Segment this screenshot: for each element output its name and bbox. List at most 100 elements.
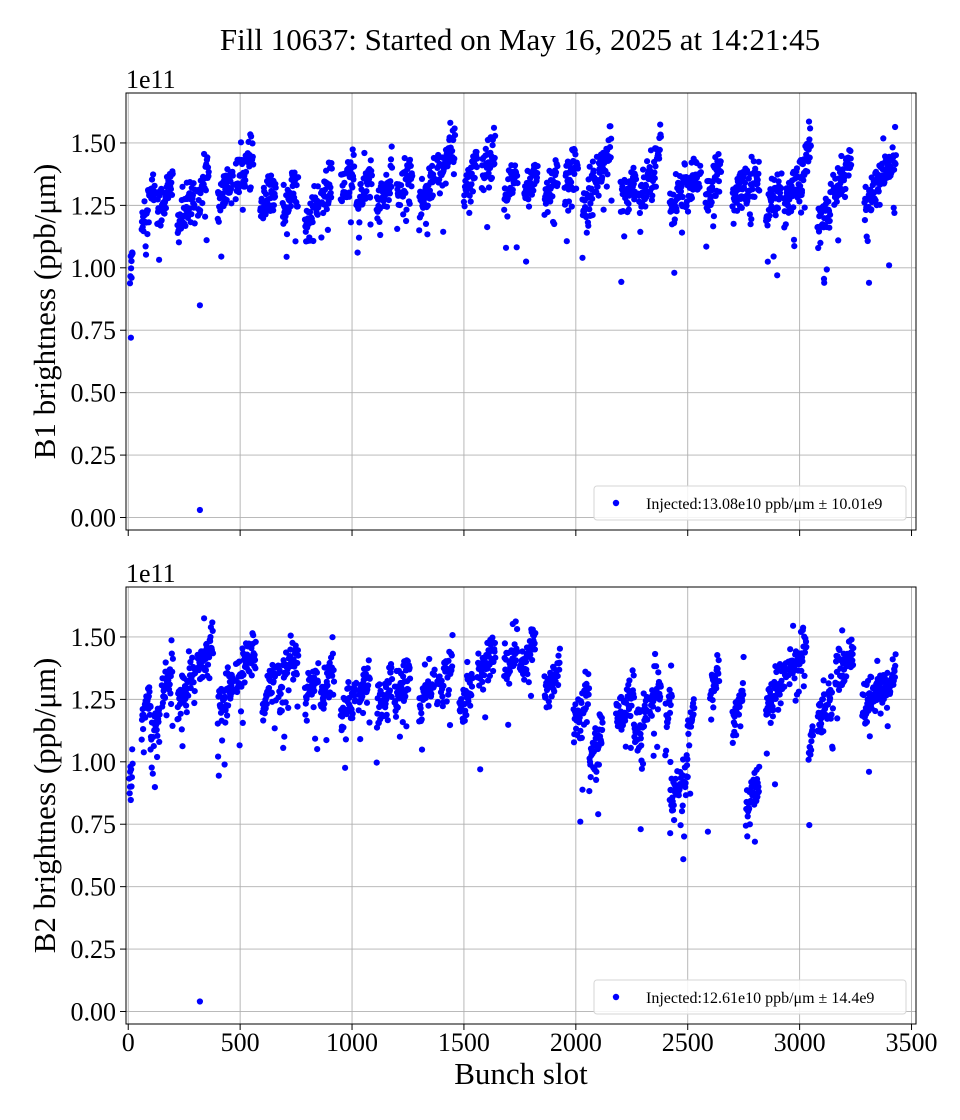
data-point [424, 231, 431, 238]
data-point [394, 704, 401, 711]
data-point [363, 188, 370, 195]
data-point [696, 184, 703, 191]
data-point [251, 656, 259, 664]
data-point [585, 691, 592, 698]
data-point [800, 683, 807, 690]
data-point [221, 693, 228, 701]
data-point [144, 207, 151, 214]
data-point [188, 211, 195, 218]
x-tick-label: 2500 [662, 1028, 714, 1057]
data-point [770, 253, 777, 260]
data-point [237, 139, 245, 146]
data-point [756, 763, 763, 770]
data-point [290, 676, 297, 683]
x-tick-label: 500 [221, 1028, 260, 1057]
data-point [586, 788, 593, 795]
x-tick-label: 0 [122, 1028, 135, 1057]
data-point [685, 730, 692, 738]
y-tick-label: 1.00 [71, 254, 117, 283]
data-point [323, 206, 330, 213]
data-point [791, 675, 798, 682]
data-point [740, 691, 747, 698]
data-point [488, 174, 495, 181]
data-point [651, 169, 658, 176]
data-point [740, 653, 747, 661]
data-point [818, 720, 825, 727]
data-point [168, 650, 175, 657]
data-point [167, 690, 174, 697]
data-point [625, 200, 632, 207]
data-point [714, 652, 721, 659]
data-point [845, 172, 852, 179]
data-point [583, 229, 590, 236]
data-point [827, 695, 834, 702]
data-point [146, 684, 153, 691]
data-point [249, 153, 256, 160]
data-point [468, 181, 475, 188]
data-point [511, 162, 519, 169]
data-point [599, 726, 606, 734]
data-point [586, 206, 593, 213]
data-point-outlier [595, 811, 602, 818]
data-point [798, 667, 805, 675]
data-point [649, 703, 657, 710]
data-point [690, 711, 697, 718]
data-point [161, 210, 168, 217]
data-point [796, 198, 803, 205]
data-point [637, 228, 644, 235]
data-point [287, 203, 294, 210]
data-point [232, 196, 239, 203]
data-point [872, 707, 879, 715]
data-point [207, 633, 214, 641]
data-point [126, 280, 134, 287]
data-point [473, 148, 480, 156]
legend-label: Injected:13.08e10 ppb/μm ± 10.01e9 [646, 496, 882, 513]
data-point [555, 652, 562, 659]
data-point [169, 170, 176, 177]
data-point [595, 192, 602, 199]
data-point [551, 220, 558, 228]
data-point [644, 716, 651, 723]
data-point [376, 218, 383, 225]
data-point [431, 671, 438, 678]
data-point [804, 168, 811, 175]
data-point [820, 677, 827, 684]
data-point [189, 192, 196, 199]
data-point [578, 699, 585, 707]
data-point [209, 627, 216, 635]
data-point [578, 734, 585, 742]
data-point [327, 184, 334, 191]
data-point [589, 212, 596, 219]
data-point [513, 244, 520, 251]
data-point [309, 219, 316, 226]
data-point [416, 227, 423, 234]
data-point [769, 713, 777, 720]
y-tick-label: 0.75 [71, 810, 117, 839]
data-point [600, 206, 607, 213]
data-point [766, 212, 773, 219]
data-point [144, 231, 151, 238]
data-point [385, 197, 392, 204]
data-point [149, 770, 156, 777]
data-point [649, 192, 656, 199]
data-point [587, 200, 594, 207]
data-point [154, 753, 161, 761]
data-point [848, 636, 855, 643]
data-point [169, 668, 176, 675]
data-point [162, 659, 169, 666]
data-point [368, 172, 375, 179]
data-point-outlier [821, 279, 828, 286]
data-point [519, 648, 526, 655]
data-point [175, 239, 182, 246]
data-point [615, 702, 622, 710]
data-point [367, 194, 374, 201]
data-point [328, 165, 335, 172]
data-point [252, 665, 259, 672]
data-point [697, 162, 704, 169]
data-point [129, 250, 136, 257]
data-point [182, 222, 189, 229]
data-point [365, 657, 372, 664]
data-point [405, 686, 412, 693]
data-point [884, 723, 891, 730]
data-point [400, 673, 407, 680]
